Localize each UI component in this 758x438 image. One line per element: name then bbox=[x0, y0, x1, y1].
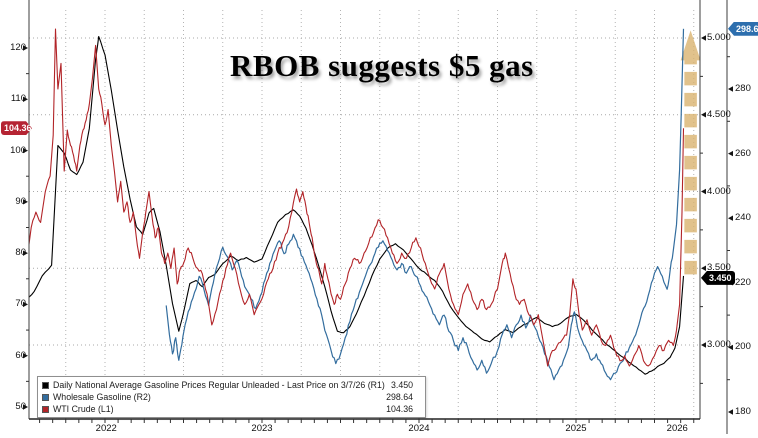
x-axis-year-label: 2024 bbox=[408, 423, 430, 434]
l1-tick-label: 80 bbox=[15, 247, 26, 259]
l1-tick-label: 70 bbox=[15, 298, 26, 310]
legend-label: Wholesale Gasoline (R2) bbox=[53, 392, 151, 402]
legend-value: 3.450 bbox=[390, 380, 413, 390]
x-axis-year-label: 2025 bbox=[565, 423, 587, 434]
legend-row-gasoline: Daily National Average Gasoline Prices R… bbox=[42, 379, 413, 391]
l1-tick-label: 60 bbox=[15, 349, 26, 361]
r2-tick-label: 180 bbox=[735, 406, 751, 417]
r1-tick-label: 3.000 bbox=[707, 339, 731, 350]
x-axis-year-label: 2023 bbox=[251, 423, 273, 434]
legend: Daily National Average Gasoline Prices R… bbox=[37, 376, 426, 418]
legend-row-wholesale: Wholesale Gasoline (R2) 298.64 bbox=[42, 391, 413, 403]
l1-tick-label: 90 bbox=[15, 195, 26, 207]
r2-tick-label: 200 bbox=[735, 341, 751, 353]
r1-tick-label: 3.500 bbox=[707, 262, 731, 274]
l1-tick-label: 110 bbox=[10, 93, 26, 105]
wholesale-last-price-marker: 298.64 bbox=[728, 21, 758, 36]
x-axis-year-label: 2022 bbox=[95, 423, 117, 434]
r1-tick-label: 5.000 bbox=[707, 32, 731, 43]
legend-label: WTI Crude (L1) bbox=[53, 404, 114, 414]
series-r2 bbox=[165, 28, 685, 381]
r2-tick-label: 260 bbox=[735, 147, 751, 159]
gasoline-series-swatch-icon bbox=[42, 381, 49, 389]
l1-tick-label: 50 bbox=[15, 401, 26, 412]
gasoline-last-price-marker: 3.450 bbox=[701, 270, 735, 285]
x-axis-year-label: 2026 bbox=[666, 423, 688, 434]
r2-tick-label: 240 bbox=[735, 212, 751, 224]
series-l1 bbox=[29, 28, 685, 367]
legend-label: Daily National Average Gasoline Prices R… bbox=[53, 380, 385, 390]
l1-tick-label: 100 bbox=[10, 144, 26, 156]
wholesale-series-swatch-icon bbox=[42, 393, 49, 401]
r2-tick-label: 280 bbox=[735, 83, 751, 94]
legend-row-wti: WTI Crude (L1) 104.36 bbox=[42, 403, 413, 415]
wti-last-price-marker: 104.36 bbox=[1, 121, 32, 135]
chart-title: RBOB suggests $5 gas bbox=[230, 48, 534, 83]
legend-value: 298.64 bbox=[386, 392, 413, 402]
r2-tick-label: 220 bbox=[735, 276, 751, 288]
r1-tick-label: 4.000 bbox=[707, 185, 731, 197]
legend-value: 104.36 bbox=[386, 404, 413, 414]
l1-tick-label: 120 bbox=[10, 42, 26, 53]
wti-series-swatch-icon bbox=[42, 405, 49, 413]
r1-tick-label: 4.500 bbox=[707, 108, 731, 120]
